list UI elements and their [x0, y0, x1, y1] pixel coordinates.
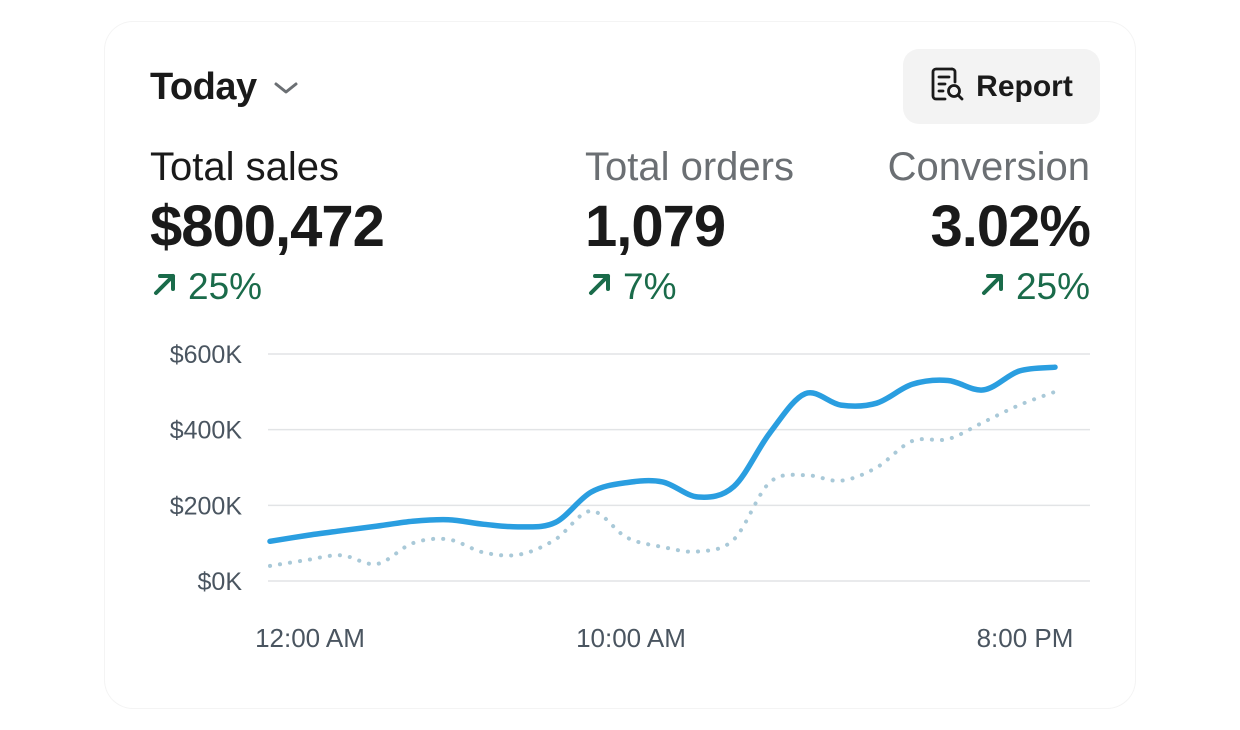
metric-value: 3.02% — [930, 194, 1091, 259]
comparison-series-line — [268, 389, 1057, 568]
x-tick-label: 10:00 AM — [576, 623, 686, 653]
metric-total-sales: Total sales $800,472 25% — [150, 142, 385, 312]
chevron-down-icon — [273, 80, 299, 96]
metric-change: 25% — [888, 262, 1090, 312]
y-tick-label: $200K — [170, 492, 243, 520]
report-button-label: Report — [976, 69, 1073, 103]
metric-label: Total orders — [585, 145, 794, 189]
y-tick-label: $600K — [170, 341, 243, 369]
metric-label: Conversion — [887, 145, 1090, 189]
metric-change-value: 25% — [1015, 266, 1090, 307]
period-dropdown[interactable]: Today — [150, 66, 299, 109]
period-label: Today — [150, 66, 257, 108]
arrow-up-right-icon — [978, 262, 1008, 312]
arrow-up-right-icon — [585, 262, 615, 312]
y-tick-label: $400K — [170, 417, 243, 445]
metric-label: Total sales — [150, 145, 339, 189]
sales-series-line — [267, 364, 1058, 545]
x-tick-label: 12:00 AM — [255, 623, 365, 653]
arrow-up-right-icon — [150, 262, 180, 312]
metric-total-orders: Total orders 1,079 7% — [585, 142, 794, 312]
metric-change-value: 25% — [188, 266, 263, 307]
metric-value: $800,472 — [150, 194, 385, 259]
y-tick-label: $0K — [198, 568, 243, 596]
report-button[interactable]: Report — [903, 49, 1100, 124]
metric-change-value: 7% — [623, 266, 677, 307]
x-tick-label: 8:00 PM — [977, 623, 1074, 653]
metric-conversion: Conversion 3.02% 25% — [887, 142, 1091, 312]
metric-value: 1,079 — [585, 194, 726, 259]
sales-card — [105, 22, 1135, 708]
metric-change: 7% — [585, 262, 794, 312]
metric-change: 25% — [150, 262, 384, 312]
report-search-icon — [930, 66, 964, 107]
